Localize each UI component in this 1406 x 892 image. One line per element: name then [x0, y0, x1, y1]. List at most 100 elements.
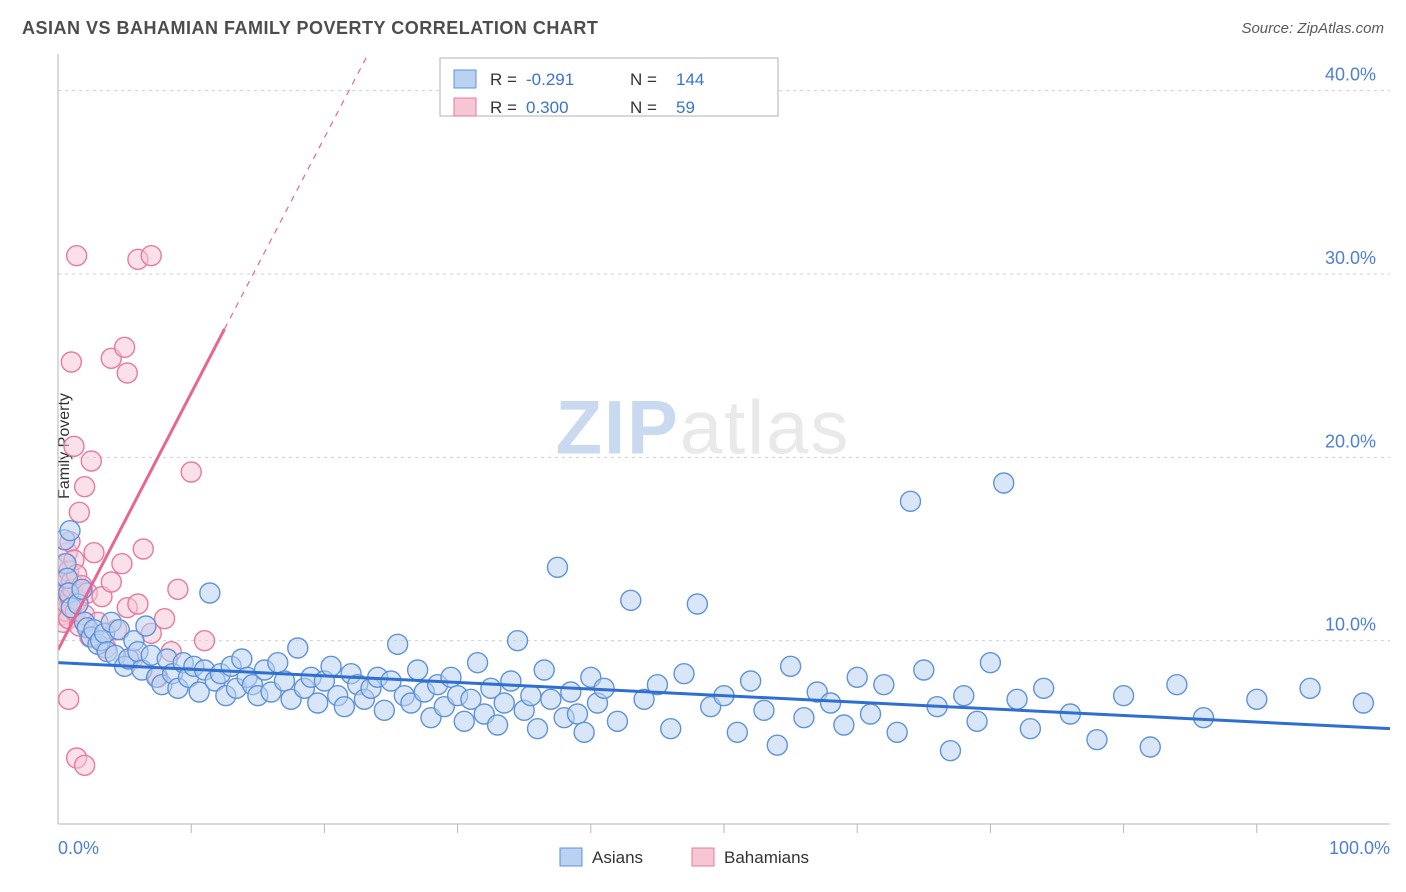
data-point — [887, 722, 907, 742]
data-point — [687, 594, 707, 614]
data-point — [501, 671, 521, 691]
data-point — [195, 631, 215, 651]
data-point — [1300, 678, 1320, 698]
legend-swatch — [692, 848, 714, 866]
data-point — [168, 579, 188, 599]
data-point — [75, 755, 95, 775]
data-point — [1140, 737, 1160, 757]
legend-series-label: Asians — [592, 848, 643, 867]
y-tick-label: 40.0% — [1325, 65, 1376, 85]
data-point — [727, 722, 747, 742]
data-point — [374, 700, 394, 720]
legend-n-value: 59 — [676, 98, 695, 117]
data-point — [136, 616, 156, 636]
legend-n-label: N = — [630, 70, 657, 89]
data-point — [741, 671, 761, 691]
y-tick-label: 10.0% — [1325, 615, 1376, 635]
data-point — [61, 352, 81, 372]
data-point — [1007, 689, 1027, 709]
data-point — [200, 583, 220, 603]
data-point — [900, 491, 920, 511]
data-point — [141, 246, 161, 266]
data-point — [794, 708, 814, 728]
data-point — [534, 660, 554, 680]
legend-swatch — [454, 98, 476, 116]
data-point — [101, 572, 121, 592]
y-tick-label: 20.0% — [1325, 431, 1376, 451]
data-point — [334, 697, 354, 717]
data-point — [1020, 719, 1040, 739]
legend-r-label: R = — [490, 98, 517, 117]
data-point — [64, 436, 84, 456]
data-point — [847, 667, 867, 687]
data-point — [408, 660, 428, 680]
data-point — [767, 735, 787, 755]
legend-r-label: R = — [490, 70, 517, 89]
data-point — [67, 246, 87, 266]
data-point — [388, 634, 408, 654]
data-point — [521, 686, 541, 706]
data-point — [69, 502, 89, 522]
data-point — [940, 741, 960, 761]
data-point — [1247, 689, 1267, 709]
legend-r-value: 0.300 — [526, 98, 569, 117]
data-point — [874, 675, 894, 695]
data-point — [155, 609, 175, 629]
data-point — [781, 656, 801, 676]
data-point — [834, 715, 854, 735]
data-point — [488, 715, 508, 735]
data-point — [1167, 675, 1187, 695]
legend-series-label: Bahamians — [724, 848, 809, 867]
data-point — [607, 711, 627, 731]
data-point — [541, 689, 561, 709]
data-point — [181, 462, 201, 482]
data-point — [112, 554, 132, 574]
data-point — [288, 638, 308, 658]
legend-r-value: -0.291 — [526, 70, 574, 89]
x-tick-label: 0.0% — [58, 838, 99, 858]
data-point — [821, 693, 841, 713]
data-point — [84, 543, 104, 563]
legend-swatch — [560, 848, 582, 866]
data-point — [861, 704, 881, 724]
data-point — [468, 653, 488, 673]
data-point — [454, 711, 474, 731]
data-point — [232, 649, 252, 669]
data-point — [621, 590, 641, 610]
data-point — [117, 363, 137, 383]
correlation-chart: 10.0% 20.0% 30.0% 40.0% 0.0% 100.0% R = -0.291 N… — [0, 0, 1406, 892]
data-point — [548, 557, 568, 577]
data-point — [994, 473, 1014, 493]
data-point — [1034, 678, 1054, 698]
data-point — [561, 682, 581, 702]
data-point — [528, 719, 548, 739]
data-point — [60, 521, 80, 541]
data-point — [321, 656, 341, 676]
x-tick-label: 100.0% — [1329, 838, 1390, 858]
data-point — [133, 539, 153, 559]
trend-line — [225, 36, 378, 329]
data-point — [661, 719, 681, 739]
data-point — [308, 693, 328, 713]
data-point — [81, 451, 101, 471]
data-point — [1087, 730, 1107, 750]
data-point — [494, 693, 514, 713]
data-point — [567, 704, 587, 724]
data-point — [574, 722, 594, 742]
legend-n-value: 144 — [676, 70, 704, 89]
data-point — [441, 667, 461, 687]
legend-swatch — [454, 70, 476, 88]
data-point — [128, 594, 148, 614]
data-point — [1114, 686, 1134, 706]
data-point — [508, 631, 528, 651]
data-point — [75, 477, 95, 497]
data-point — [967, 711, 987, 731]
data-point — [115, 337, 135, 357]
data-point — [268, 653, 288, 673]
data-point — [59, 689, 79, 709]
y-tick-label: 30.0% — [1325, 248, 1376, 268]
data-point — [954, 686, 974, 706]
data-point — [914, 660, 934, 680]
data-point — [1353, 693, 1373, 713]
data-point — [754, 700, 774, 720]
